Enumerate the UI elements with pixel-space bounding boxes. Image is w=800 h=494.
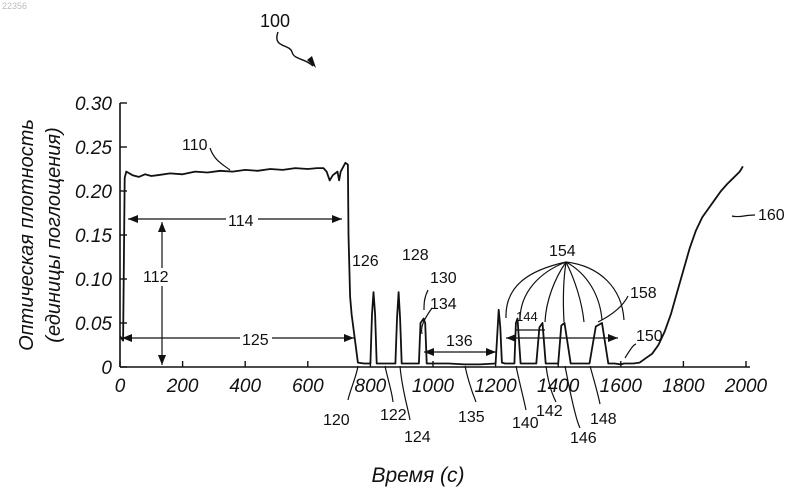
reference-numeral-158: 158	[630, 285, 657, 302]
y-tick-label: 0.15	[75, 226, 112, 247]
leader-130	[424, 290, 428, 310]
figure-number-arrow	[277, 32, 313, 66]
reference-numeral-130: 130	[430, 270, 457, 287]
x-axis-label: Время (с)	[371, 464, 464, 487]
leader-154-f	[566, 262, 602, 320]
x-tick-label: 400	[229, 376, 261, 397]
leader-160	[732, 215, 755, 217]
x-tick-label: 1800	[662, 376, 705, 397]
y-axis-label: Оптическая плотность	[16, 119, 38, 351]
x-tick-label: 1200	[474, 376, 517, 397]
y-tick-label: 0.20	[75, 182, 112, 203]
reference-numeral-124: 124	[404, 429, 431, 446]
reference-numeral-135: 135	[458, 409, 485, 426]
reference-numeral-150: 150	[636, 328, 663, 345]
reference-numeral-128: 128	[402, 247, 429, 264]
y-axis-label-units: (единицы поглощения)	[43, 127, 65, 342]
reference-numeral-122: 122	[380, 407, 407, 424]
watermark: 22356	[2, 1, 27, 11]
reference-numeral-154: 154	[549, 243, 576, 260]
reference-numeral-120: 120	[323, 412, 350, 429]
y-tick-label: 0	[101, 358, 112, 379]
reference-numeral-126: 126	[352, 253, 379, 270]
leader-154-d	[563, 262, 566, 322]
reference-numeral-140: 140	[512, 415, 539, 432]
reference-numeral-125: 125	[242, 332, 269, 349]
x-tick-label: 200	[166, 376, 199, 397]
x-tick-label: 0	[115, 376, 126, 397]
x-tick-label: 600	[292, 376, 324, 397]
reference-numeral-146: 146	[570, 430, 597, 447]
y-tick-label: 0.25	[75, 138, 112, 159]
reference-numeral-148: 148	[590, 411, 617, 428]
y-tick-label: 0.30	[75, 94, 112, 115]
leader-150	[625, 344, 636, 358]
leader-140	[516, 366, 526, 410]
x-tick-label: 1400	[537, 376, 580, 397]
reference-numeral-144: 144	[516, 309, 538, 324]
x-tick-label: 1000	[412, 376, 455, 397]
y-tick-label: 0.05	[75, 314, 112, 335]
reference-numeral-110: 110	[182, 137, 208, 154]
reference-numeral-134: 134	[430, 296, 457, 313]
leader-154-e	[566, 262, 584, 322]
y-tick-label: 0.10	[75, 270, 112, 291]
reference-numeral-114: 114	[228, 213, 254, 230]
leader-148	[590, 366, 600, 404]
x-tick-label: 800	[355, 376, 387, 397]
figure-number: 100	[260, 11, 290, 31]
leader-110	[210, 148, 230, 170]
reference-numeral-142: 142	[536, 403, 563, 420]
x-tick-label: 1600	[600, 376, 643, 397]
reference-numeral-112: 112	[143, 269, 169, 286]
reference-numerals: 110 112 114 120 122 124 125 126 128130 134 135 136 1…	[141, 137, 785, 447]
reference-numeral-136: 136	[446, 333, 473, 350]
x-tick-label: 2000	[724, 376, 768, 397]
reference-numeral-160: 160	[758, 207, 785, 224]
